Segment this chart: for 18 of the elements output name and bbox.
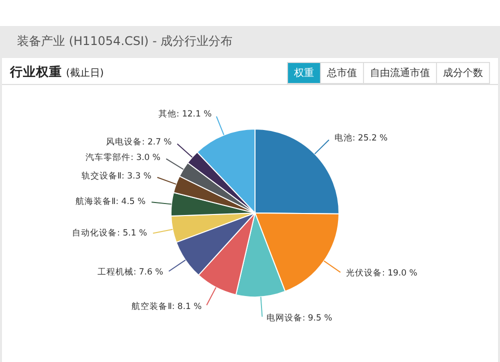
slice-label: 轨交设备Ⅱ: 3.3 % xyxy=(81,170,152,182)
text: 成分个数 xyxy=(436,63,489,83)
chart-subtitle: 行业权重 xyxy=(10,64,62,79)
slice-label: 风电设备: 2.7 % xyxy=(106,136,172,148)
text: (截止日) xyxy=(66,68,104,79)
slice-label: 其他: 12.1 % xyxy=(158,108,212,120)
chart-title: 装备产业 (H11054.CSI) - 成分行业分布 xyxy=(17,33,233,50)
text: 自由流通市值 xyxy=(363,63,436,83)
slice-label: 电网设备: 9.5 % xyxy=(266,312,332,324)
slice-label: 光伏设备: 19.0 % xyxy=(346,267,418,278)
text: 权重 xyxy=(288,63,320,83)
slice-label: 工程机械: 7.6 % xyxy=(97,266,164,278)
slice-label: 电池: 25.2 % xyxy=(334,132,388,144)
text: 总市值 xyxy=(320,63,363,83)
slice-label: 自动化设备: 5.1 % xyxy=(72,228,148,239)
slice-label: 航空装备Ⅱ: 8.1 % xyxy=(132,300,202,312)
slice-label: 汽车零部件: 3.0 % xyxy=(86,152,161,163)
slice-label: 航海装备Ⅱ: 4.5 % xyxy=(76,196,146,207)
